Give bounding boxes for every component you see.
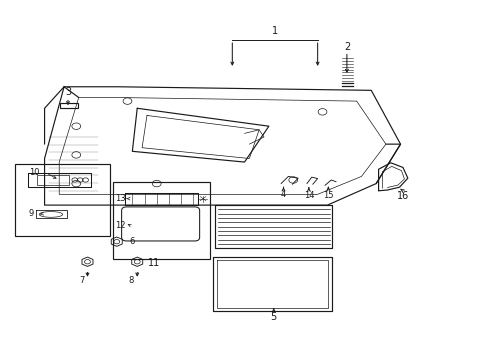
Text: 16: 16 — [396, 191, 408, 201]
Text: 10: 10 — [29, 168, 40, 177]
Text: 8: 8 — [128, 276, 134, 285]
Text: 12: 12 — [115, 221, 125, 230]
Bar — [15, 164, 110, 235]
Text: 5: 5 — [270, 312, 276, 322]
Text: 4: 4 — [280, 190, 285, 199]
Text: 3: 3 — [65, 87, 71, 97]
Bar — [60, 103, 78, 108]
Text: 1: 1 — [271, 26, 278, 36]
Text: 6: 6 — [129, 237, 134, 246]
Text: 14: 14 — [303, 190, 313, 199]
Text: 2: 2 — [343, 42, 349, 52]
Text: 7: 7 — [79, 276, 84, 285]
Bar — [37, 175, 69, 185]
Bar — [113, 182, 210, 259]
Text: 15: 15 — [323, 190, 333, 199]
Text: 13: 13 — [115, 194, 125, 203]
Text: 11: 11 — [148, 258, 160, 268]
Text: 9: 9 — [29, 209, 34, 218]
